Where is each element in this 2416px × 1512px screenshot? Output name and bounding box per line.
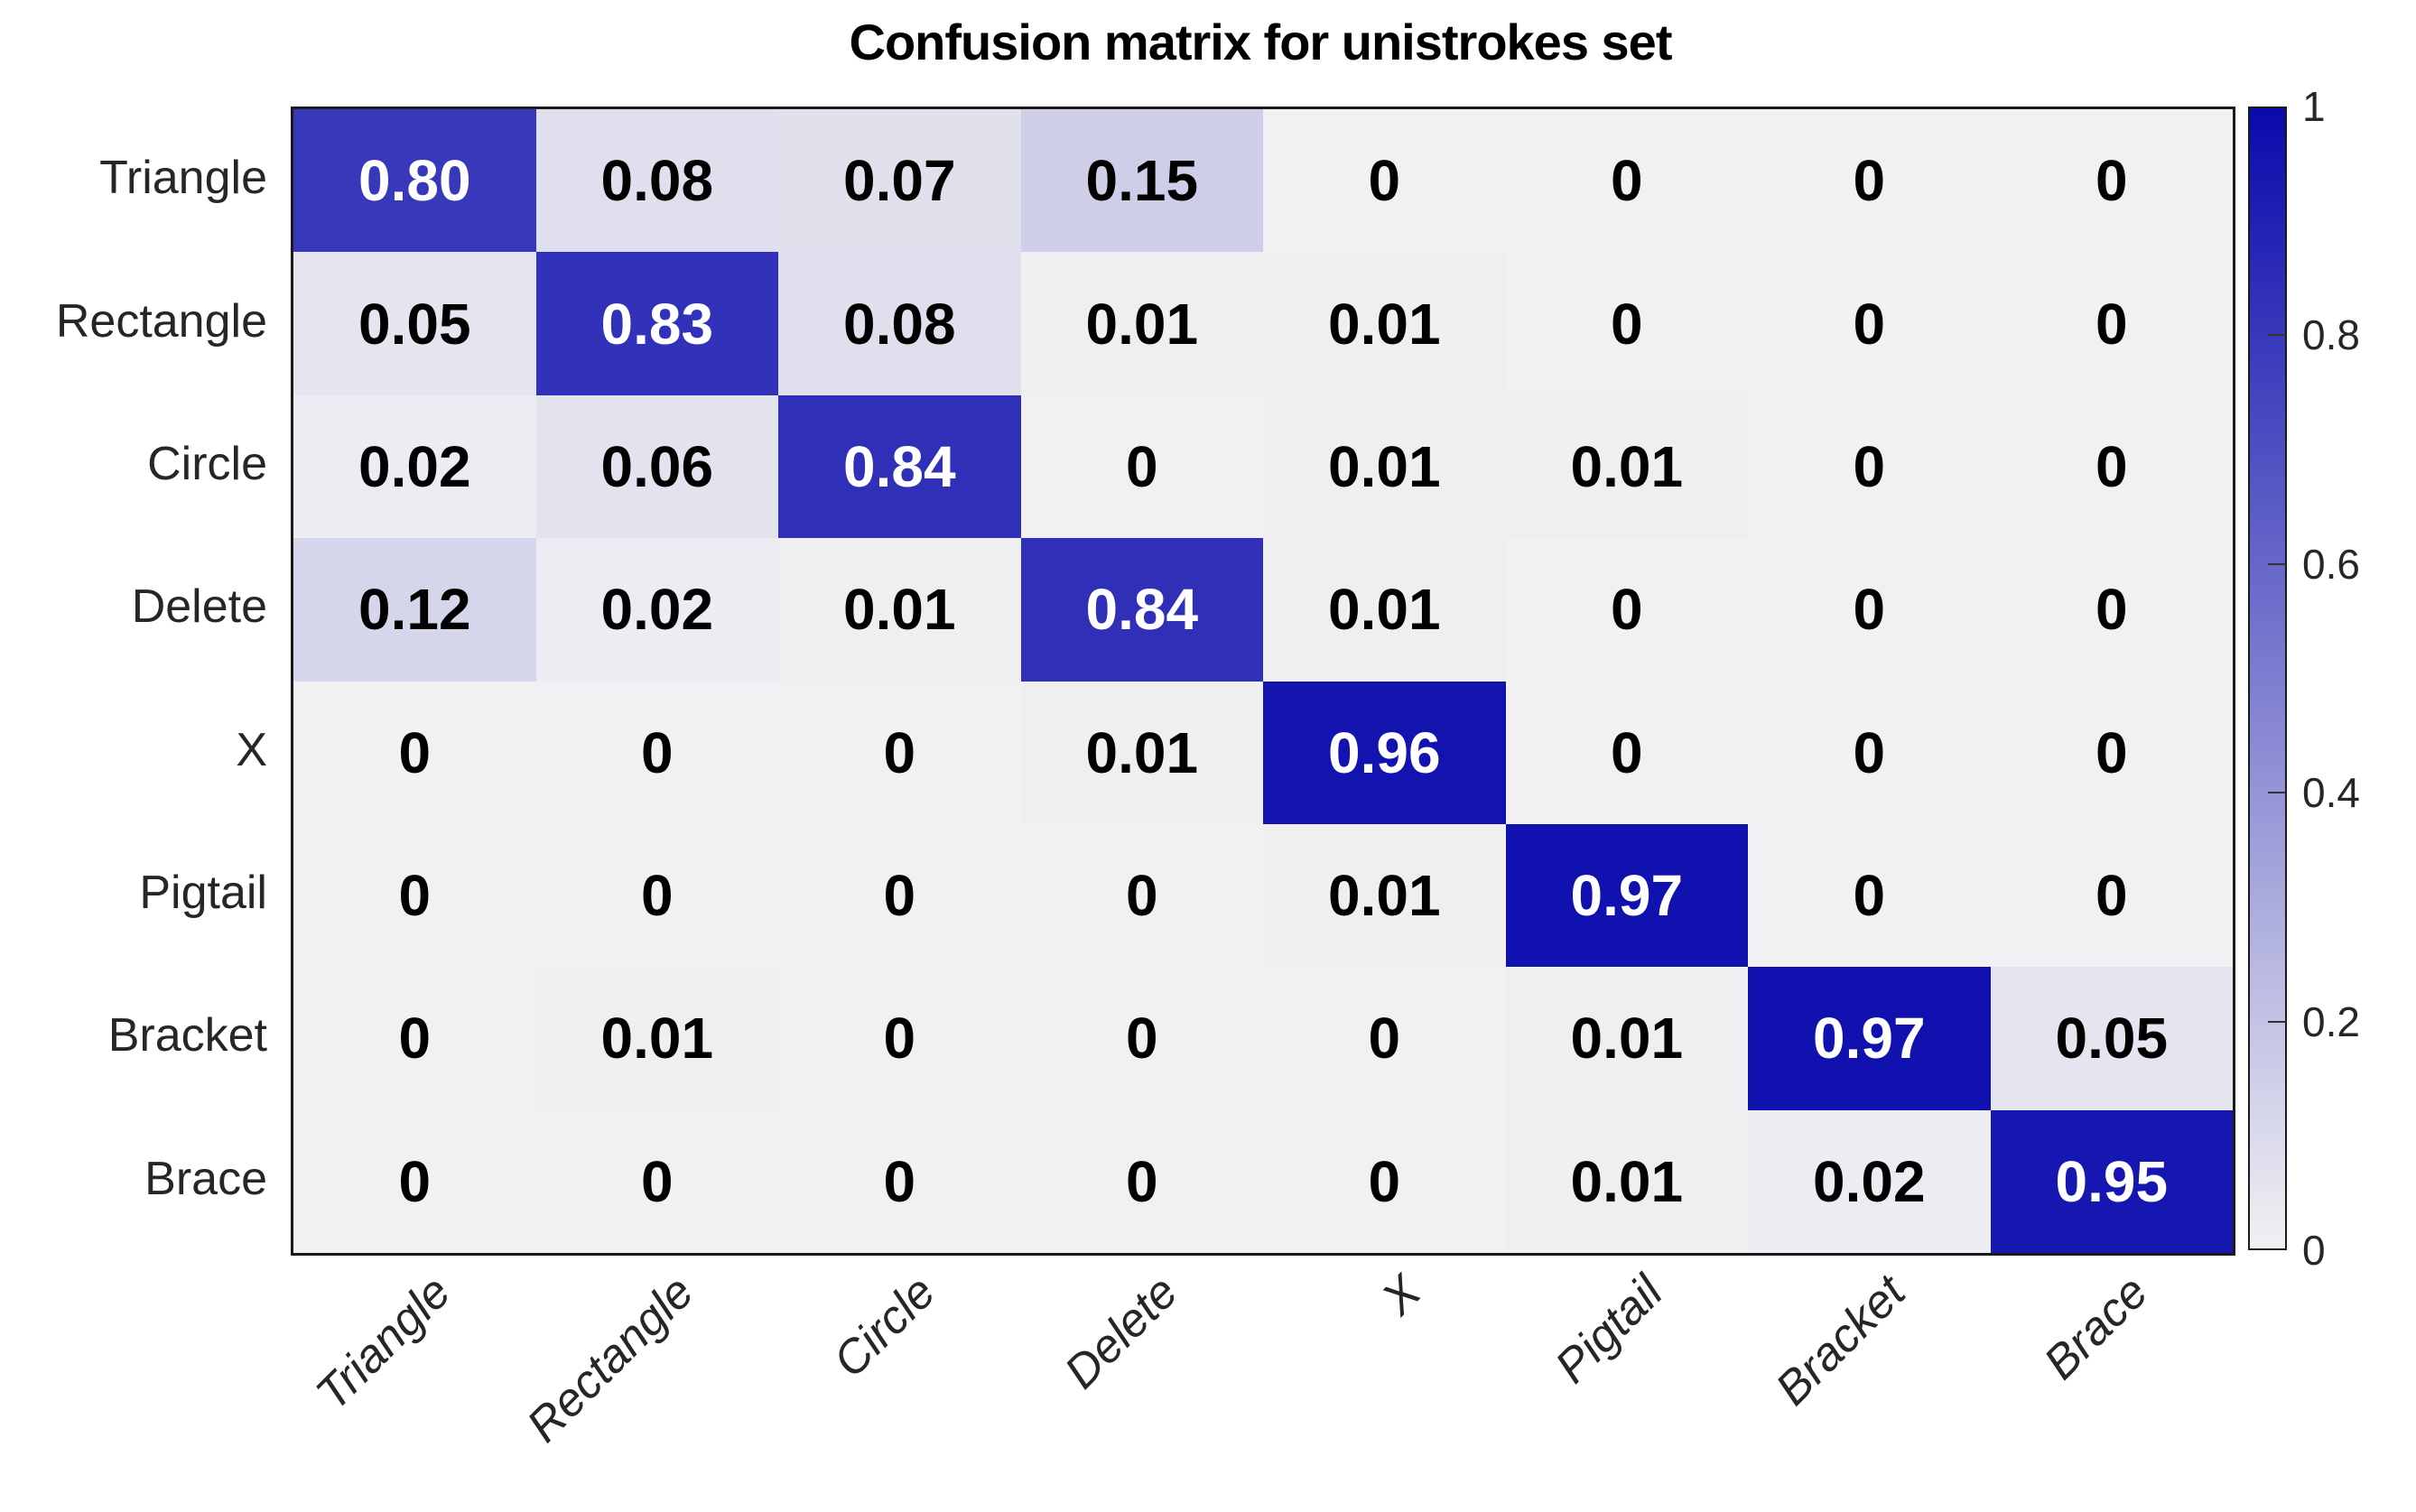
heatmap-cell: 0.05 — [293, 252, 536, 395]
heatmap-cell: 0 — [1505, 252, 1748, 395]
heatmap-cell: 0.06 — [535, 394, 778, 539]
heatmap-cell: 0 — [293, 967, 536, 1110]
heatmap-cell: 0.08 — [535, 109, 778, 253]
heatmap-cell: 0 — [1990, 823, 2233, 968]
colorbar-tick-label: 1 — [2302, 83, 2326, 130]
heatmap-cell: 0.15 — [1020, 109, 1263, 253]
y-axis-label: Pigtail — [139, 867, 267, 920]
x-axis-label: Delete — [1055, 1266, 1189, 1399]
x-axis-label: Circle — [823, 1266, 946, 1388]
heatmap-cell: 0 — [293, 823, 536, 968]
heatmap-cell: 0 — [1020, 394, 1263, 539]
heatmap-cell: 0.01 — [1505, 1109, 1748, 1253]
heatmap-cell: 0 — [1020, 967, 1263, 1110]
y-axis-label: Delete — [131, 580, 267, 634]
heatmap-cell: 0.01 — [1263, 823, 1506, 968]
heatmap-cell: 0 — [778, 823, 1021, 968]
heatmap-cell: 0.02 — [535, 538, 778, 682]
heatmap-cell: 0.01 — [1505, 967, 1748, 1110]
colorbar-tick-label: 0.2 — [2302, 997, 2360, 1045]
heatmap-cell: 0.80 — [293, 109, 536, 253]
heatmap-cell: 0 — [1505, 538, 1748, 682]
colorbar-tick-mark — [2268, 792, 2286, 794]
heatmap-cell: 0 — [1263, 109, 1506, 253]
heatmap-cell: 0 — [1748, 394, 1991, 539]
heatmap-cell: 0 — [1990, 538, 2233, 682]
heatmap-cell: 0 — [1505, 681, 1748, 824]
heatmap-cell: 0 — [1990, 109, 2233, 253]
colorbar-gradient — [2250, 108, 2285, 1248]
heatmap-cell: 0 — [1990, 252, 2233, 395]
y-axis-label: Rectangle — [55, 294, 267, 348]
heatmap-cell: 0.84 — [778, 394, 1021, 539]
heatmap-cell: 0.01 — [1263, 538, 1506, 682]
heatmap-cell: 0.95 — [1990, 1109, 2233, 1253]
heatmap-cell: 0 — [1748, 252, 1991, 395]
heatmap-cell: 0.96 — [1263, 681, 1506, 824]
heatmap-cell: 0.01 — [1263, 252, 1506, 395]
x-axis-label: Rectangle — [516, 1266, 704, 1452]
heatmap-cell: 0.02 — [293, 394, 536, 539]
heatmap-cell: 0 — [535, 681, 778, 824]
y-axis-label: Brace — [144, 1152, 267, 1205]
heatmap-cell: 0 — [1748, 538, 1991, 682]
colorbar-tick-label: 0.6 — [2302, 540, 2360, 588]
heatmap-cell: 0 — [535, 823, 778, 968]
heatmap-cell: 0 — [293, 681, 536, 824]
heatmap-cell: 0.01 — [1020, 681, 1263, 824]
heatmap-cell: 0 — [535, 1109, 778, 1253]
colorbar-tick-mark — [2268, 562, 2286, 565]
colorbar-tick-mark — [2268, 1020, 2286, 1023]
heatmap-cell: 0 — [1020, 1109, 1263, 1253]
heatmap-cell: 0.07 — [778, 109, 1021, 253]
heatmap-cell: 0 — [1263, 1109, 1506, 1253]
heatmap-cell: 0 — [1748, 109, 1991, 253]
heatmap-plot-area: 0.80 0.08 0.07 0.15 0 0 0 0 0.05 0.83 0.08 0.01 0.01… — [291, 107, 2235, 1256]
heatmap-cell: 0 — [1990, 681, 2233, 824]
heatmap-cell: 0 — [1505, 109, 1748, 253]
heatmap-cell: 0 — [1748, 681, 1991, 824]
colorbar-tick-label: 0 — [2302, 1227, 2326, 1274]
y-axis-label: Circle — [147, 437, 267, 490]
heatmap-cell: 0.02 — [1748, 1109, 1991, 1253]
y-axis-label: Bracket — [107, 1009, 267, 1062]
heatmap-cell: 0 — [1748, 823, 1991, 968]
x-axis-label: Brace — [2033, 1266, 2159, 1390]
colorbar-tick-mark — [2268, 334, 2286, 337]
heatmap-cell: 0.12 — [293, 538, 536, 682]
heatmap-cell: 0.97 — [1505, 823, 1748, 968]
colorbar — [2248, 107, 2287, 1250]
y-axis-label: X — [236, 723, 267, 776]
colorbar-tick-label: 0.8 — [2302, 311, 2360, 359]
x-axis-label: Triangle — [306, 1266, 461, 1421]
x-axis-label: Bracket — [1765, 1266, 1916, 1415]
heatmap-cell: 0.01 — [1020, 252, 1263, 395]
heatmap-cell: 0.83 — [535, 252, 778, 395]
heatmap-cell: 0.01 — [1505, 394, 1748, 539]
heatmap-cell: 0.05 — [1990, 967, 2233, 1110]
heatmap-cell: 0.08 — [778, 252, 1021, 395]
chart-title: Confusion matrix for unistrokes set — [849, 14, 1673, 70]
heatmap-cell: 0 — [778, 1109, 1021, 1253]
heatmap-cell: 0 — [1263, 967, 1506, 1110]
heatmap-cell: 0 — [293, 1109, 536, 1253]
heatmap-cell: 0 — [1990, 394, 2233, 539]
heatmap-cell: 0 — [778, 681, 1021, 824]
heatmap-cell: 0 — [1020, 823, 1263, 968]
heatmap-cell: 0.01 — [1263, 394, 1506, 539]
heatmap-cell: 0.84 — [1020, 538, 1263, 682]
heatmap-cell: 0.97 — [1748, 967, 1991, 1110]
x-axis-label: X — [1371, 1266, 1431, 1325]
y-axis-label: Triangle — [99, 152, 267, 205]
x-axis-label: Pigtail — [1545, 1266, 1674, 1394]
heatmap-cell: 0 — [778, 967, 1021, 1110]
heatmap-cell: 0.01 — [778, 538, 1021, 682]
heatmap-cell: 0.01 — [535, 967, 778, 1110]
colorbar-tick-label: 0.4 — [2302, 769, 2360, 817]
